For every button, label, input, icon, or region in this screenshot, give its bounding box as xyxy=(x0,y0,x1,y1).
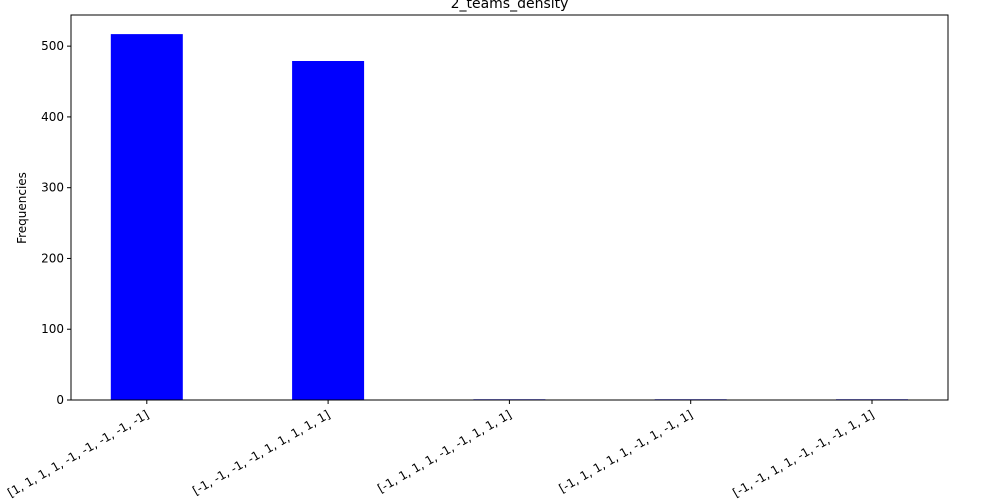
y-tick-label: 100 xyxy=(41,322,64,336)
y-tick-label: 0 xyxy=(56,393,64,407)
plot-frame xyxy=(70,14,949,401)
x-ticks-group: [1, 1, 1, 1, -1, -1, -1, -1, -1] [-1, -1,… xyxy=(5,400,877,500)
y-tick-label: 400 xyxy=(41,110,64,124)
x-tick-label: [-1, -1, -1, -1, 1, 1, 1, 1, 1] xyxy=(190,407,332,497)
y-tick-label: 300 xyxy=(41,181,64,195)
bar xyxy=(292,61,365,401)
x-tick-label: [-1, 1, 1, 1, 1, -1, 1, -1, 1] xyxy=(556,407,695,495)
x-tick-label: [1, 1, 1, 1, -1, -1, -1, -1, -1] xyxy=(5,407,151,500)
x-tick-label: [-1, -1, 1, 1, -1, -1, -1, 1, 1] xyxy=(730,407,876,500)
bar xyxy=(110,34,183,400)
bars-group xyxy=(110,34,908,401)
chart-title: 2_teams_density xyxy=(451,0,569,12)
y-axis-label: Frequencies xyxy=(15,172,29,244)
y-tick-label: 500 xyxy=(41,39,64,53)
x-tick-label: [-1, 1, 1, 1, -1, -1, 1, 1, 1] xyxy=(375,407,514,495)
y-tick-label: 200 xyxy=(41,251,64,265)
y-ticks-group: 0 100 200 300 400 500 xyxy=(41,39,71,407)
